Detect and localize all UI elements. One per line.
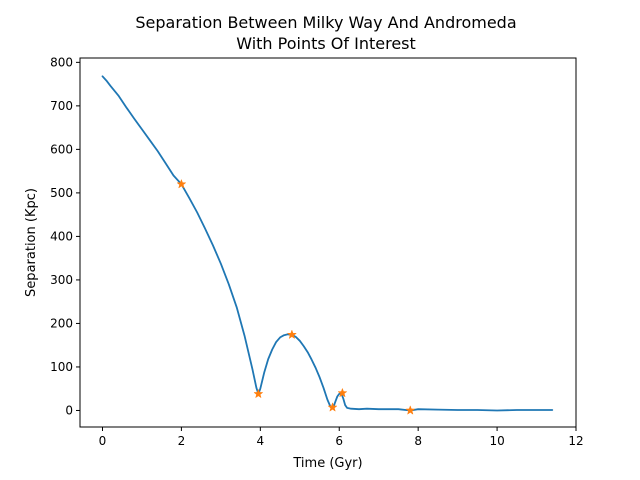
x-tick-label: 4 (257, 434, 265, 448)
y-tick-label: 500 (50, 186, 73, 200)
axes-frame (79, 57, 577, 428)
plot-area (101, 75, 554, 415)
x-axis-label: Time (Gyr) (292, 456, 362, 471)
point-of-interest-marker (176, 178, 187, 189)
y-axis-label: Separation (Kpc) (24, 188, 39, 297)
chart-title-line-2: With Points Of Interest (236, 34, 416, 53)
separation-line (101, 75, 554, 412)
y-tick-label: 100 (50, 360, 73, 374)
point-of-interest-marker (405, 405, 416, 415)
x-tick-label: 8 (414, 434, 422, 448)
x-axis: 0 2 4 6 8 10 12 (99, 427, 584, 448)
x-tick-label: 0 (99, 434, 107, 448)
x-tick-label: 10 (489, 434, 504, 448)
y-tick-label: 800 (50, 55, 73, 69)
x-tick-label: 6 (335, 434, 343, 448)
y-axis: 0 100 200 300 400 500 600 700 800 (50, 55, 80, 417)
point-of-interest-marker (253, 388, 264, 399)
y-tick-label: 700 (50, 99, 73, 113)
y-tick-label: 0 (65, 403, 73, 417)
point-of-interest-marker (286, 329, 297, 340)
y-tick-label: 400 (50, 229, 73, 243)
x-tick-label: 2 (178, 434, 186, 448)
point-of-interest-marker (327, 402, 338, 412)
y-tick-label: 200 (50, 316, 73, 330)
x-tick-label: 12 (568, 434, 583, 448)
chart-title-line-1: Separation Between Milky Way And Androme… (135, 13, 516, 32)
y-tick-label: 300 (50, 273, 73, 287)
y-tick-label: 600 (50, 142, 73, 156)
point-of-interest-marker (337, 387, 348, 398)
